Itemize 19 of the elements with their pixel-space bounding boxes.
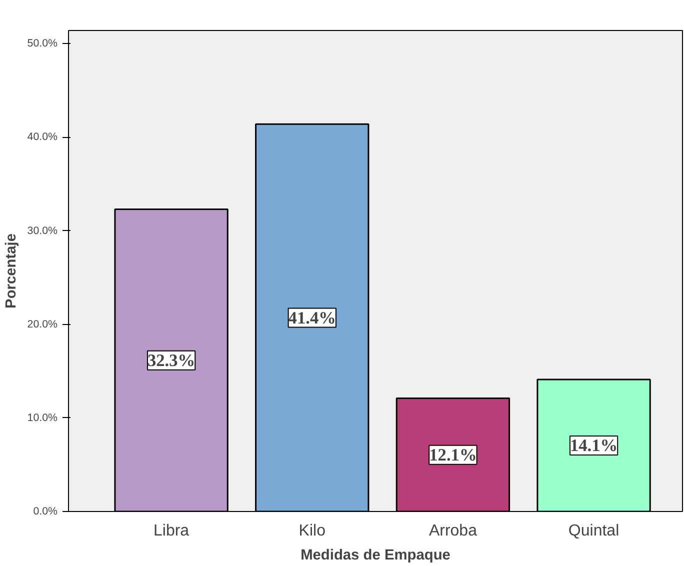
x-tick-label: Arroba <box>428 522 478 540</box>
bar <box>255 123 370 512</box>
y-tick-label: 50.0% <box>27 38 58 50</box>
data-label: 14.1% <box>570 436 618 456</box>
y-tick-label: 20.0% <box>27 318 58 330</box>
data-label: 32.3% <box>147 350 196 370</box>
bar <box>114 208 228 512</box>
bar <box>396 398 510 512</box>
data-label: 12.1% <box>429 445 477 464</box>
x-tick-label: Libra <box>154 522 190 540</box>
x-tick-label: Quintal <box>568 522 620 540</box>
y-tick-label: 30.0% <box>27 224 58 237</box>
x-tick-label: Kilo <box>298 522 326 540</box>
y-axis-title: Porcentaje <box>3 234 20 308</box>
bar <box>536 378 651 512</box>
y-tick-label: 0.0% <box>33 506 58 518</box>
x-axis-title: Medidas de Empaque <box>300 548 450 564</box>
y-tick-label: 40.0% <box>27 131 58 144</box>
y-tick-label: 10.0% <box>27 412 58 424</box>
